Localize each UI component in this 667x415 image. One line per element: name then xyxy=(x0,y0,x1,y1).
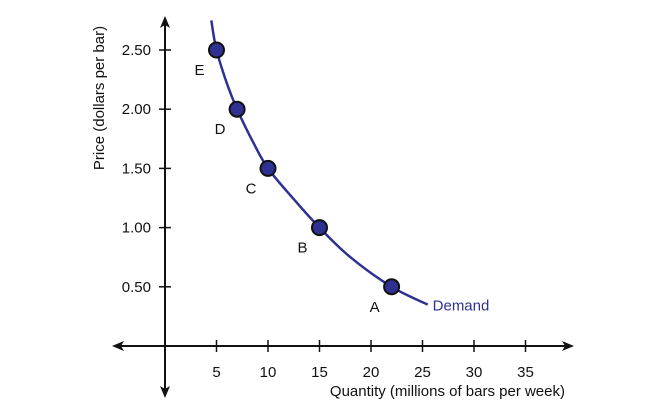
x-axis-title: Quantity (millions of bars per week) xyxy=(330,383,565,400)
demand-curve-layer: Demand xyxy=(210,20,490,315)
data-points: A B C D E xyxy=(194,41,401,316)
y-tick-label: 1.50 xyxy=(122,160,151,177)
y-tick-label: 2.50 xyxy=(122,42,151,59)
x-tick-label: 35 xyxy=(517,364,534,381)
y-axis-bottom-arrow xyxy=(160,386,170,398)
data-point-c xyxy=(259,159,277,177)
x-tick-label: 5 xyxy=(212,364,220,381)
data-point-b xyxy=(311,219,328,237)
y-tick-label: 0.50 xyxy=(122,279,151,296)
data-point-a xyxy=(383,278,401,296)
y-axis-top-arrow xyxy=(160,16,170,28)
data-point-e xyxy=(208,41,225,59)
y-tick-label: 1.00 xyxy=(122,220,151,237)
demand-series-label: Demand xyxy=(433,298,490,315)
point-label-d: D xyxy=(215,121,226,138)
x-tick-label: 25 xyxy=(414,364,431,381)
point-label-a: A xyxy=(370,299,380,316)
x-axis-right-arrow xyxy=(562,341,574,351)
x-axis-left-arrow xyxy=(112,341,124,351)
data-point-d xyxy=(228,100,246,118)
x-tick-label: 20 xyxy=(363,364,380,381)
point-label-b: B xyxy=(297,240,307,257)
y-axis-title: Price (dollars per bar) xyxy=(91,26,108,170)
demand-curve-line xyxy=(210,20,429,306)
x-tick-label: 15 xyxy=(311,364,328,381)
axes: 5 10 15 20 25 30 35 0.50 1.00 1.50 2.00 2.50 xyxy=(112,16,574,398)
point-label-c: C xyxy=(246,180,257,197)
point-label-e: E xyxy=(194,62,204,79)
y-tick-label: 2.00 xyxy=(122,101,151,118)
x-tick-label: 30 xyxy=(466,364,483,381)
x-tick-label: 10 xyxy=(260,364,277,381)
